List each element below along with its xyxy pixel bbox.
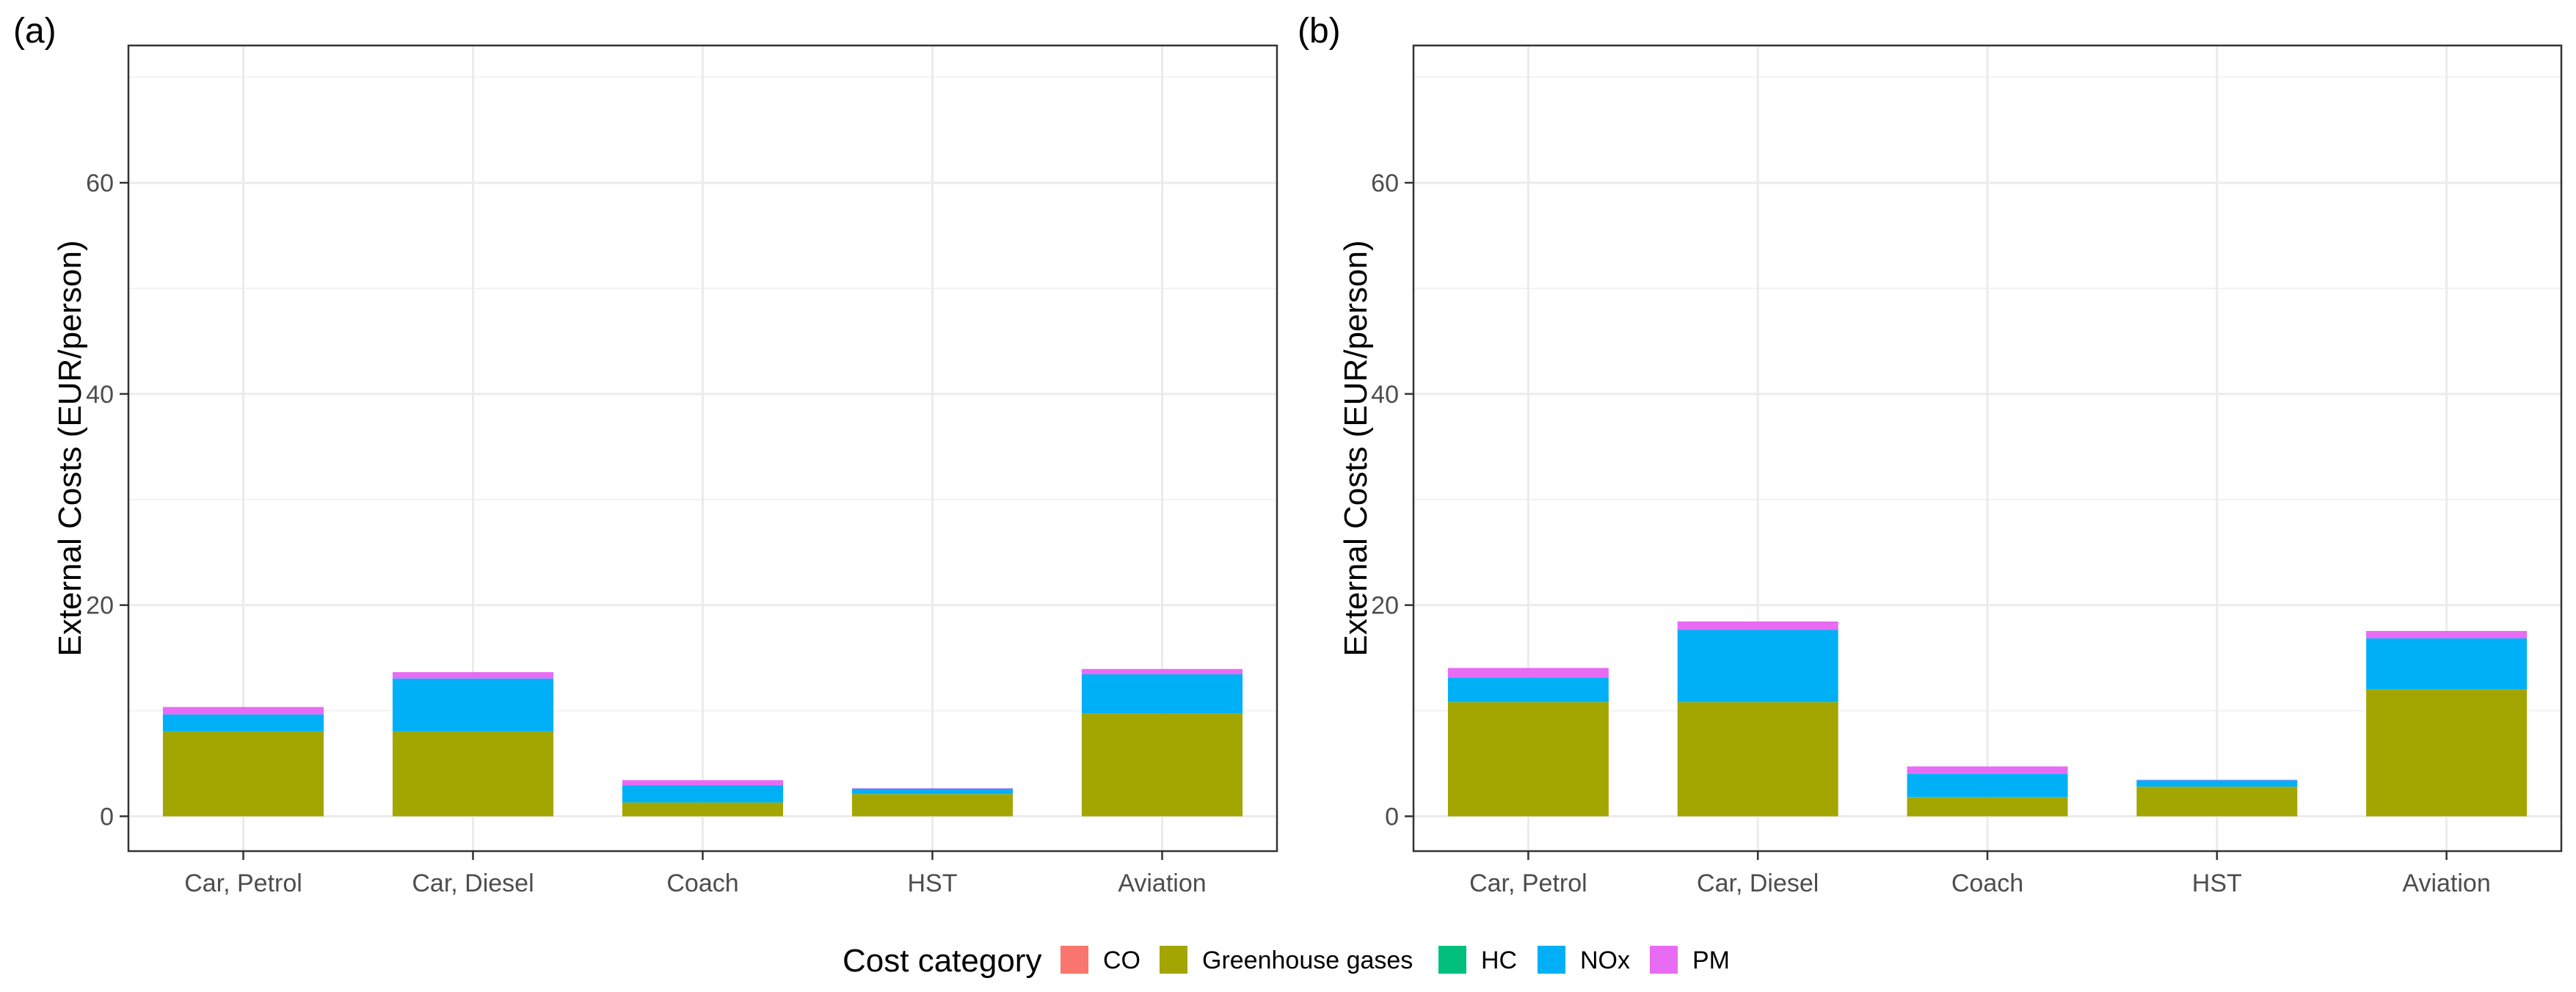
legend-key-co bbox=[1060, 946, 1088, 974]
bar-car-petrol-pm bbox=[1447, 668, 1609, 678]
bar-hst-nox bbox=[2136, 780, 2298, 787]
bar-hst-pm bbox=[851, 788, 1014, 789]
bar-hst-greenhouse-gases bbox=[2136, 787, 2298, 817]
bar-aviation-greenhouse-gases bbox=[2366, 689, 2528, 817]
y-tick-label: 0 bbox=[1385, 803, 1399, 831]
bar-car-diesel-nox bbox=[392, 678, 554, 732]
bar-car-petrol-greenhouse-gases bbox=[162, 732, 324, 817]
bar-aviation-pm bbox=[2366, 630, 2528, 639]
bar-aviation-greenhouse-gases bbox=[1081, 713, 1243, 817]
panel-a: 0 20 40 60 Car, Petrol Car, Diesel Coach HST Avi… bbox=[13, 12, 1278, 897]
x-tick-label: Car, Petrol bbox=[184, 869, 302, 897]
legend: Cost category CO Greenhouse gases HC NOx PM bbox=[843, 943, 1730, 979]
bar-aviation-nox bbox=[2366, 638, 2528, 690]
legend-label-hc: HC bbox=[1481, 947, 1517, 974]
legend-label-greenhouse-gases: Greenhouse gases bbox=[1202, 947, 1413, 974]
bar-car-petrol-pm bbox=[162, 707, 324, 715]
bar-coach-nox bbox=[622, 785, 784, 803]
x-tick-label: HST bbox=[908, 869, 958, 897]
bar-car-diesel-nox bbox=[1677, 630, 1838, 702]
bar-car-diesel-greenhouse-gases bbox=[1677, 702, 1838, 817]
y-tick-label: 20 bbox=[86, 592, 114, 620]
bar-hst-greenhouse-gases bbox=[851, 794, 1014, 817]
legend-label-nox: NOx bbox=[1580, 947, 1630, 974]
x-tick-label: Coach bbox=[666, 869, 738, 897]
legend-key-pm bbox=[1650, 946, 1678, 974]
bar-car-petrol-nox bbox=[1447, 677, 1609, 702]
bar-aviation-hc bbox=[2366, 689, 2528, 690]
bar-coach-nox bbox=[1907, 773, 2068, 798]
bar-car-petrol-nox bbox=[162, 714, 324, 732]
bar-aviation-pm bbox=[1081, 668, 1243, 674]
legend-key-hc bbox=[1438, 946, 1466, 974]
x-tick-label: Car, Diesel bbox=[412, 869, 534, 897]
bar-car-diesel-pm bbox=[392, 672, 554, 679]
panel-label: (a) bbox=[13, 12, 57, 51]
y-tick-label: 40 bbox=[1371, 381, 1399, 409]
x-tick-label: Car, Petrol bbox=[1469, 869, 1587, 897]
bar-car-diesel-greenhouse-gases bbox=[392, 732, 554, 817]
panel-label: (b) bbox=[1298, 12, 1341, 51]
legend-key-nox bbox=[1538, 946, 1565, 974]
bar-aviation-nox bbox=[1081, 674, 1243, 714]
bar-coach-greenhouse-gases bbox=[622, 802, 784, 817]
bar-car-diesel-hc bbox=[1677, 701, 1838, 703]
x-tick-label: Car, Diesel bbox=[1697, 869, 1819, 897]
panel-b: 0 20 40 60 Car, Petrol Car, Diesel Coach HST Avi… bbox=[1298, 12, 2563, 897]
bar-coach-pm bbox=[622, 780, 784, 786]
bar-car-diesel-pm bbox=[1677, 621, 1838, 630]
x-tick-label: Aviation bbox=[2402, 869, 2490, 897]
x-tick-label: Coach bbox=[1951, 869, 2023, 897]
y-tick-label: 60 bbox=[86, 169, 114, 197]
legend-title: Cost category bbox=[843, 943, 1041, 979]
y-axis-title: External Costs (EUR/person) bbox=[52, 240, 88, 656]
x-tick-label: Aviation bbox=[1118, 869, 1206, 897]
y-tick-label: 0 bbox=[100, 803, 114, 831]
bar-hst-pm bbox=[2136, 779, 2298, 781]
bar-car-petrol-hc bbox=[1447, 701, 1609, 703]
bar-car-petrol-greenhouse-gases bbox=[1447, 702, 1609, 817]
y-tick-label: 20 bbox=[1371, 592, 1399, 620]
y-axis-title: External Costs (EUR/person) bbox=[1338, 240, 1374, 656]
y-tick-label: 60 bbox=[1371, 169, 1399, 197]
legend-key-greenhouse-gases bbox=[1160, 946, 1187, 974]
legend-label-pm: PM bbox=[1692, 947, 1730, 974]
bar-hst-nox bbox=[851, 788, 1014, 795]
legend-label-co: CO bbox=[1103, 947, 1140, 974]
y-tick-label: 40 bbox=[86, 381, 114, 409]
bar-aviation-hc bbox=[1081, 713, 1243, 714]
bar-coach-greenhouse-gases bbox=[1907, 797, 2068, 817]
x-tick-label: HST bbox=[2192, 869, 2242, 897]
bar-coach-pm bbox=[1907, 766, 2068, 774]
